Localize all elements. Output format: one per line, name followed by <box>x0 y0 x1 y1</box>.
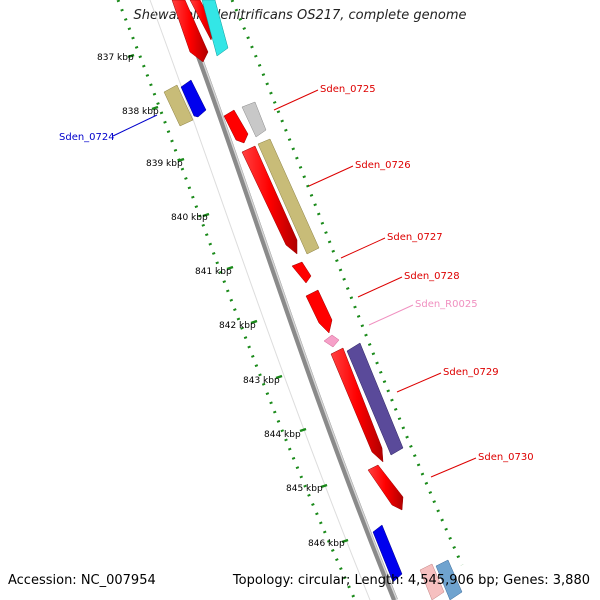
ruler-tick-mark <box>202 212 210 218</box>
feature-grey-block <box>241 101 267 138</box>
feature-sden-0728 <box>305 289 333 334</box>
ruler-tick-mark <box>341 538 349 544</box>
feature-purple-0729 <box>346 342 404 456</box>
ruler-inner <box>116 0 357 600</box>
ruler-tick-label: 839 kbp <box>146 159 183 169</box>
gene-leader-line <box>308 165 354 187</box>
ruler-tick-label: 846 kbp <box>308 539 345 549</box>
ruler-tick-mark <box>226 265 234 271</box>
gene-label[interactable]: Sden_0727 <box>387 232 443 243</box>
gene-label[interactable]: Sden_0725 <box>320 84 376 95</box>
genome-backbone <box>175 0 398 600</box>
feature-bottom-pink <box>419 563 445 600</box>
ruler-tick-mark <box>250 319 258 325</box>
gene-label-group: Sden_0724 Sden_0725 Sden_0726 Sden_0727 Sden… <box>59 84 534 478</box>
ruler-tick-label: 838 kbp <box>122 107 159 117</box>
ruler-tick-label: 840 kbp <box>171 213 208 223</box>
feature-bottom-steelblue <box>435 559 463 600</box>
ruler-tick-mark <box>151 105 159 111</box>
ruler-tick-label: 845 kbp <box>286 484 323 494</box>
gene-leader-line <box>396 372 442 393</box>
band-edge-inner <box>149 0 371 600</box>
feature-blue-bottom <box>372 524 403 583</box>
gene-leader-line <box>273 89 319 111</box>
ruler-tick-label: 844 kbp <box>264 430 301 440</box>
gene-label[interactable]: Sden_0726 <box>355 160 411 171</box>
feature-sden-0725 <box>223 109 249 144</box>
gene-leader-line <box>112 114 158 137</box>
ruler-tick-mark <box>299 427 307 433</box>
gene-label[interactable]: Sden_R0025 <box>415 299 478 310</box>
feature-sden-0726 <box>241 145 298 255</box>
ruler-tick-label: 842 kbp <box>219 321 256 331</box>
gene-label[interactable]: Sden_0729 <box>443 367 499 378</box>
ruler-tick-label: 837 kbp <box>97 53 134 63</box>
gene-leader-line <box>368 304 414 326</box>
ruler-tick-label: 841 kbp <box>195 267 232 277</box>
feature-sden-0729 <box>330 347 384 463</box>
gene-leader-line <box>430 457 477 478</box>
feature-sden-0724-block <box>163 84 194 127</box>
feature-sden-0724 <box>180 79 207 118</box>
gene-label[interactable]: Sden_0724 <box>59 132 115 143</box>
ruler-tick-label: 843 kbp <box>243 376 280 386</box>
accession-text: Accession: NC_007954 <box>8 573 156 588</box>
ruler-tick-mark <box>320 483 328 489</box>
feature-sden-0727 <box>291 261 312 284</box>
gene-label[interactable]: Sden_0730 <box>478 452 534 463</box>
ruler-tick-group: 837 kbp 838 kbp 839 kbp 840 kbp 841 kbp 842 k… <box>97 53 349 549</box>
gene-label[interactable]: Sden_0728 <box>404 271 460 282</box>
ruler-tick-mark <box>275 374 283 380</box>
feature-red-top-inner <box>171 0 209 63</box>
feature-sden-0730 <box>367 464 404 511</box>
genome-summary-text: Topology: circular; Length: 4,545,906 bp… <box>232 573 590 588</box>
gene-leader-line <box>340 237 386 259</box>
feature-sden-r0025 <box>323 334 340 348</box>
genome-backbone-highlight <box>179 0 398 600</box>
ruler-tick-mark <box>127 53 135 59</box>
ruler-tick-mark <box>177 157 185 163</box>
feature-khaki-0726 <box>257 138 320 255</box>
feature-cyan-top <box>201 0 229 57</box>
gene-leader-line <box>357 276 403 298</box>
